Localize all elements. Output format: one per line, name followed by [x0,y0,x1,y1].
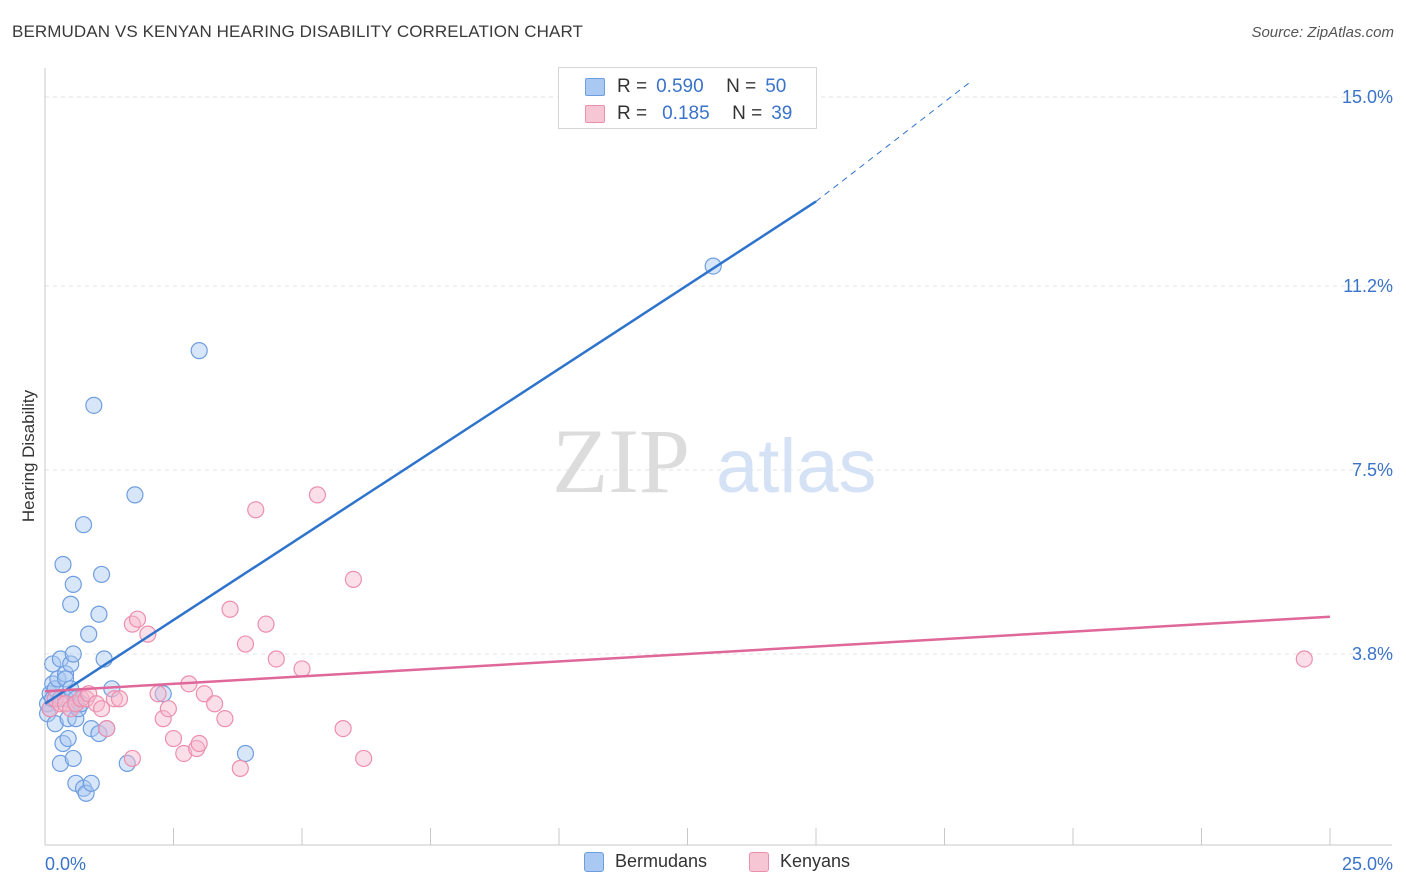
bermudan-point [85,396,103,414]
legend-n-value: 39 [771,103,793,124]
kenyan-point [221,600,239,618]
kenyan-point [98,719,116,738]
legend-r-value: 0.590 [656,76,704,97]
bermudan-point [51,650,70,668]
y-tick-label: 7.5% [1352,460,1393,480]
kenyan-point [77,690,95,708]
kenyan-point [123,749,141,768]
kenyan-point [175,744,193,763]
kenyan-point [154,710,172,728]
kenyan-trend-line [44,615,1331,693]
kenyan-point [344,570,362,589]
bermudan-point [126,486,144,504]
bermudan-point [64,645,82,663]
series-legend-kenyans: Kenyans [749,851,850,872]
correlation-legend: R = 0.590 N = 50 R = 0.185 N = 39 [558,67,817,129]
watermark-zip: ZIP [552,410,690,512]
bermudan-point [74,516,93,534]
kenyan-point [105,690,123,708]
kenyan-point [257,615,275,633]
kenyan-point [236,635,255,653]
bermudan-point [154,685,172,703]
bermudan-point [56,665,75,683]
bermudan-point [80,625,98,643]
chart-title: BERMUDAN VS KENYAN HEARING DISABILITY CO… [12,22,584,41]
series-legend-bermudans: Bermudans [584,851,707,872]
kenyan-point [216,710,234,728]
source-label: Source: ZipAtlas.com [1251,24,1394,41]
kenyan-point [231,759,249,777]
kenyan-point [92,700,111,718]
kenyan-point [149,685,167,703]
kenyan-point [1295,650,1313,668]
kenyan-point [164,729,183,748]
grid-layer [45,96,1392,655]
bermudan-point [190,342,208,360]
y-tick-label: 3.8% [1352,644,1393,664]
bermudan-point [118,754,136,773]
bermudan-point [64,575,82,593]
bermudan-point [54,555,72,574]
bermudan-point [56,670,75,688]
trend-layer [44,81,1331,705]
kenyan-point [190,734,208,753]
series-label-kenyans: Kenyans [780,851,851,871]
bermudan-point [77,784,95,802]
kenyan-point [188,739,206,758]
bermudan-point [54,734,72,753]
kenyan-point [62,700,80,718]
legend-row-bermudans: R = 0.590 N = 50 [585,75,786,99]
bermudan-point [82,774,100,792]
kenyan-point [195,685,213,703]
x-tick-label: 0.0% [45,854,86,874]
kenyan-point [293,660,311,678]
legend-r-value: 0.185 [662,103,710,124]
y-tick-label: 15.0% [1342,87,1393,107]
bermudan-trend-line [44,200,817,705]
legend-r-label: R = [617,76,648,97]
kenyan-point [355,749,373,768]
series-label-bermudans: Bermudans [615,851,708,871]
bermudan-point [236,744,255,763]
kenyan-point [123,615,141,633]
bermudan-point [64,749,82,768]
kenyan-point [159,700,177,718]
kenyan-point [110,690,129,708]
kenyan-point [87,695,106,713]
series-legend: Bermudans Kenyans [0,851,1406,877]
bermudan-point [59,729,77,748]
x-tick-label: 25.0% [1342,854,1393,874]
bermudan-point [46,715,64,733]
bermudan-trend-extension [815,81,971,202]
y-axis-title: Hearing Disability [19,389,38,522]
y-tick-label: 11.2% [1343,276,1393,296]
kenyan-point [128,610,147,628]
kenyan-point [267,650,285,668]
bermudan-point [62,595,80,613]
points-layer [38,257,1313,802]
bermudan-point [92,565,111,584]
legend-swatch-blue [585,78,605,96]
legend-n-value: 50 [765,76,787,97]
series-swatch-pink [749,851,769,872]
legend-n-label: N = [732,103,763,124]
bermudan-point [67,710,85,728]
legend-r-label: R = [617,103,648,124]
kenyan-point [206,695,224,713]
kenyan-point [334,719,352,738]
bermudan-point [90,605,108,623]
legend-row-kenyans: R = 0.185 N = 39 [585,102,792,126]
axis-layer: 3.8% 7.5% 11.2% 15.0% 0.0% 25.0% [44,68,1393,874]
kenyan-point [247,501,265,519]
kenyan-point [308,486,327,504]
watermark-atlas: atlas [716,424,877,509]
legend-n-label: N = [726,76,757,97]
kenyan-point [67,695,85,713]
bermudan-point [51,754,70,773]
series-swatch-blue [584,851,604,872]
bermudan-point [62,655,80,673]
legend-swatch-pink [585,105,605,123]
